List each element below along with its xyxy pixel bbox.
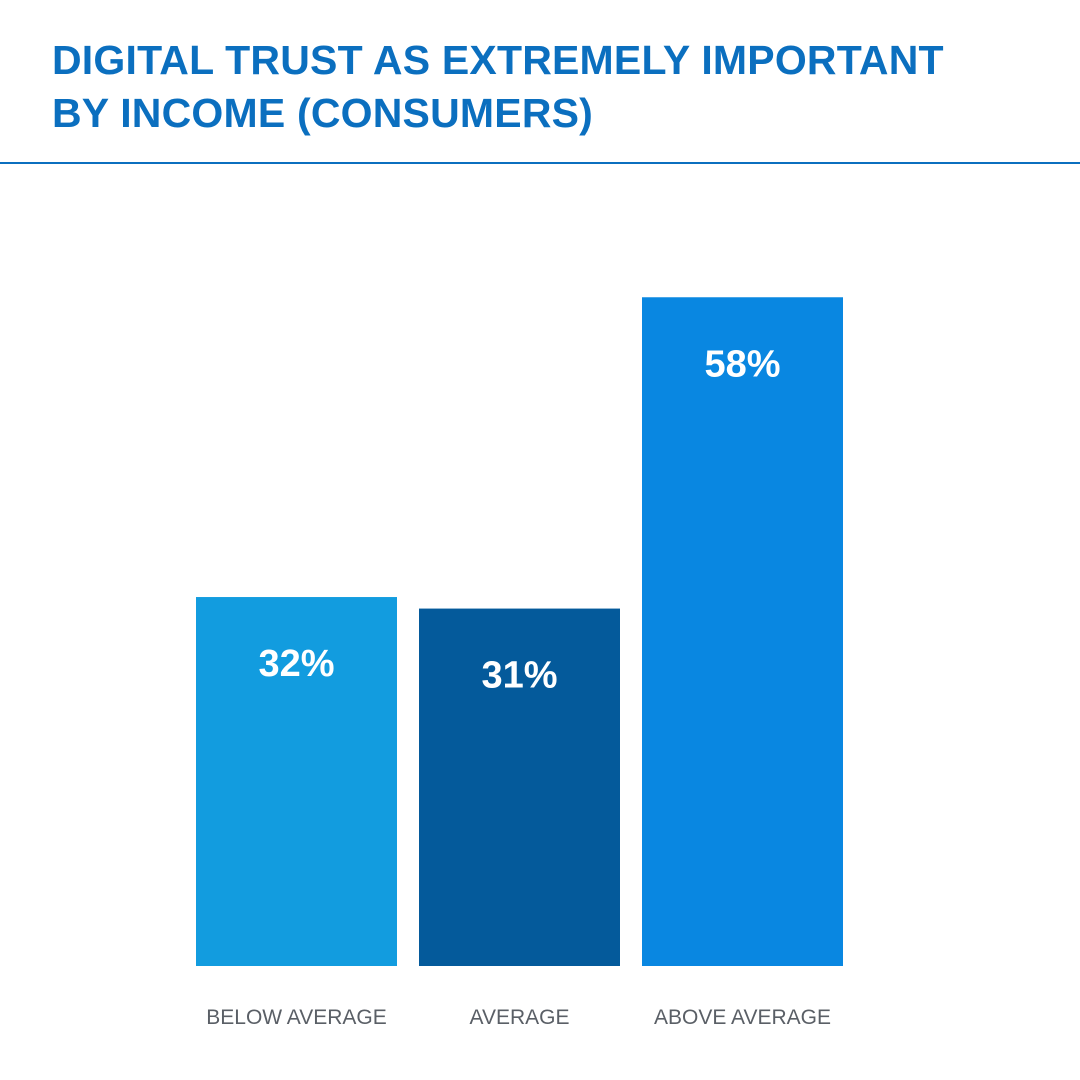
category-label-1: AVERAGE [470, 1006, 570, 1029]
chart-title: DIGITAL TRUST AS EXTREMELY IMPORTANT BY … [52, 34, 944, 140]
chart-title-line-1: DIGITAL TRUST AS EXTREMELY IMPORTANT [52, 37, 944, 83]
category-label-2: ABOVE AVERAGE [654, 1006, 831, 1029]
title-divider [0, 162, 1080, 164]
bar-1 [419, 608, 620, 966]
data-label-2: 58% [704, 343, 780, 385]
data-label-1: 31% [481, 655, 557, 697]
chart-title-line-2: BY INCOME (CONSUMERS) [52, 90, 594, 136]
bar-2 [642, 297, 843, 966]
bar-0 [196, 597, 397, 966]
data-label-0: 32% [258, 643, 334, 685]
category-label-0: BELOW AVERAGE [206, 1006, 387, 1029]
